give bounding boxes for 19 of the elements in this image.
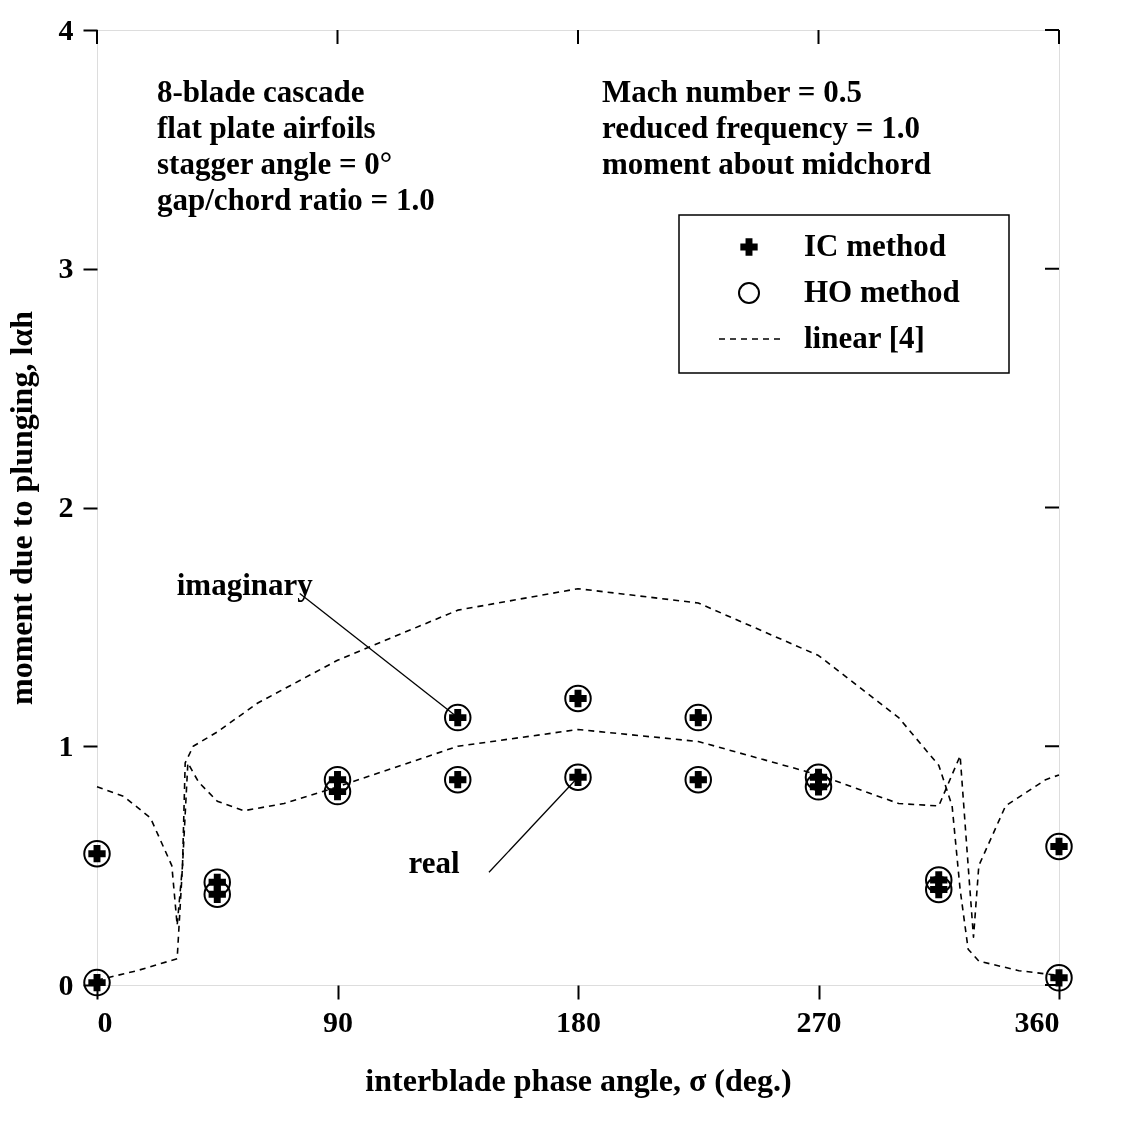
y-tick-label: 2: [58, 490, 74, 523]
x-tick-label: 180: [556, 1004, 601, 1038]
y-tick-label: 1: [58, 728, 74, 762]
legend-label: linear [4]: [804, 320, 925, 355]
legend-label: HO method: [804, 274, 960, 309]
x-tick-label: 90: [323, 1004, 353, 1038]
annotation: real: [408, 845, 460, 881]
annotation: 8-blade cascade flat plate airfoils stagger angle = 0° gap/chord ratio = 1.0: [157, 74, 435, 217]
y-tick-label: 4: [58, 12, 74, 46]
x-axis-title: interblade phase angle, σ (deg.): [365, 1061, 792, 1098]
x-tick-label: 360: [1014, 1004, 1060, 1038]
y-tick-label: 3: [58, 251, 74, 285]
legend-label: IC method: [804, 228, 947, 263]
y-tick-label: 0: [58, 967, 74, 1001]
annotation: imaginary: [176, 566, 314, 602]
y-axis-title: moment due to plunging, lαh: [2, 310, 39, 705]
x-tick-label: 270: [796, 1004, 842, 1038]
x-tick-label: 0: [97, 1004, 113, 1038]
annotation: Mach number = 0.5 reduced frequency = 1.0 moment about midchord: [602, 74, 931, 181]
